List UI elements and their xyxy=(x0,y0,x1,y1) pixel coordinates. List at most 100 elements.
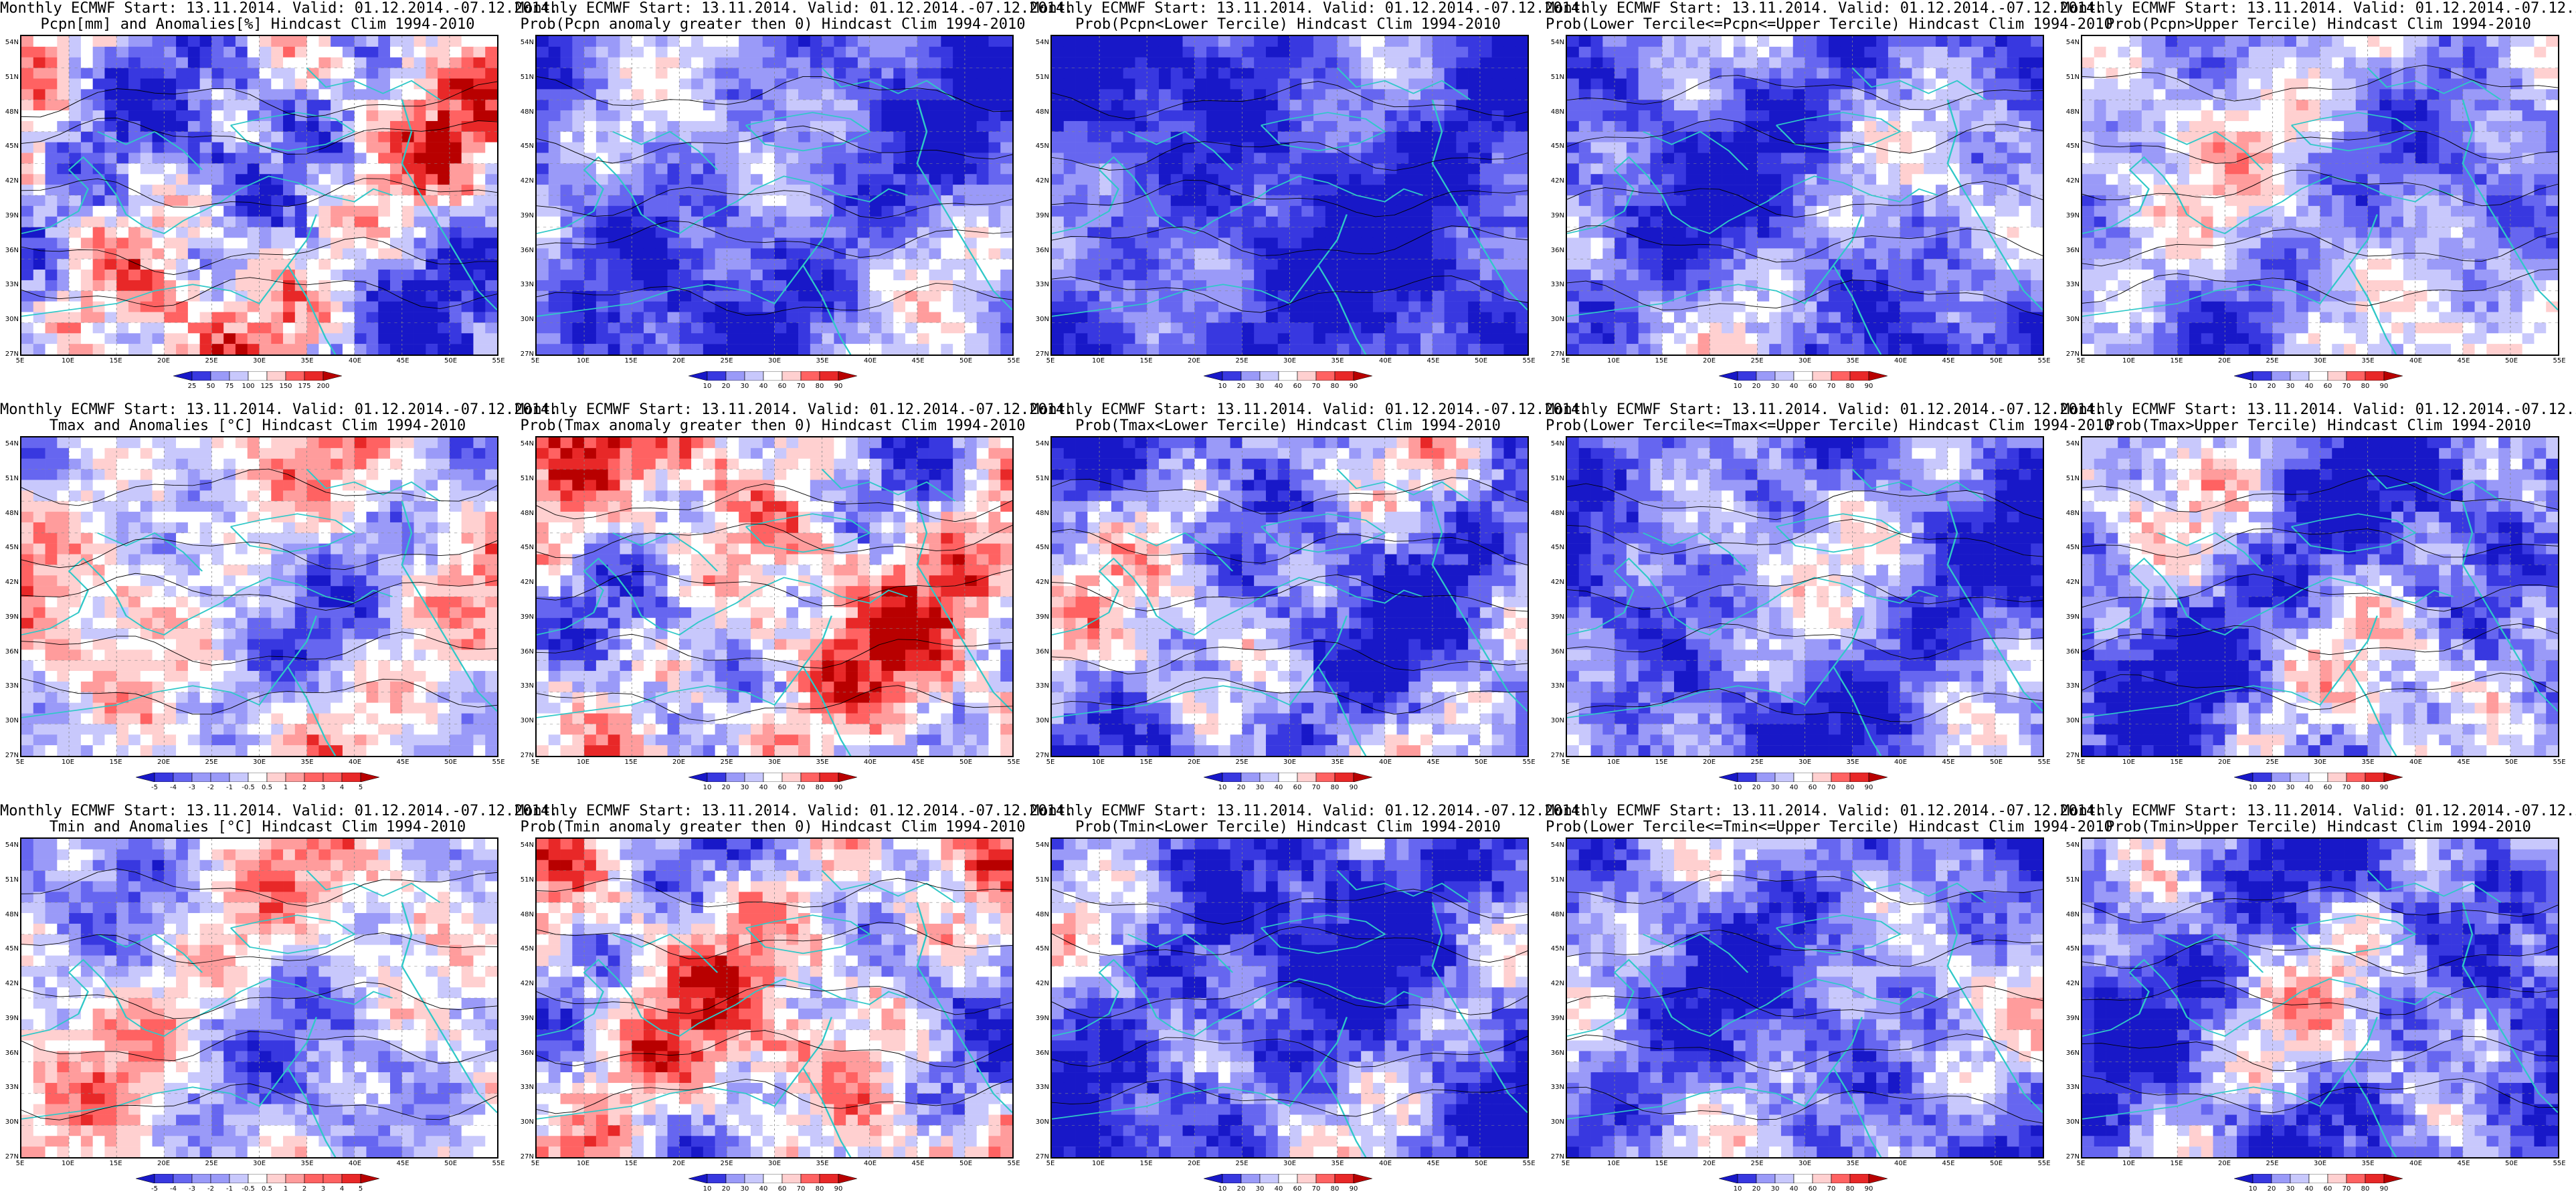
field-layer xyxy=(1567,839,2043,1157)
color-bar-label: 10 xyxy=(2248,1185,2258,1193)
color-bar-label: 10 xyxy=(2248,784,2258,791)
longitude-label: 35E xyxy=(816,759,829,766)
longitude-label: 5E xyxy=(2076,759,2086,766)
latitude-label: 51N xyxy=(1550,474,1564,482)
latitude-label: 39N xyxy=(2065,1014,2080,1022)
color-bar-label: 70 xyxy=(2342,383,2351,390)
longitude-label: 45E xyxy=(1427,759,1440,766)
latitude-label: 45N xyxy=(1035,142,1049,150)
color-bar-label: 60 xyxy=(1293,784,1302,791)
color-bar-label: 80 xyxy=(815,784,824,791)
color-bar-label: 60 xyxy=(2323,1185,2332,1193)
longitude-label: 30E xyxy=(252,1160,266,1167)
longitude-label: 55E xyxy=(2553,1160,2566,1167)
panel-title-line-2: Prob(Pcpn anomaly greater then 0) Hindca… xyxy=(520,16,1026,33)
panel-title-line-1: Monthly ECMWF Start: 13.11.2014. Valid: … xyxy=(0,0,559,17)
longitude-label: 40E xyxy=(863,759,877,766)
latitude-label: 45N xyxy=(5,142,19,150)
longitude-label: 35E xyxy=(1331,1160,1344,1167)
longitude-label: 15E xyxy=(624,357,638,365)
map-panel-p13: Monthly ECMWF Start: 13.11.2014. Valid: … xyxy=(1030,803,1588,1204)
latitude-label: 42N xyxy=(520,980,534,988)
map-panel-p11: Monthly ECMWF Start: 13.11.2014. Valid: … xyxy=(0,803,558,1204)
latitude-label: 51N xyxy=(2065,876,2080,884)
longitude-label: 30E xyxy=(2313,357,2327,365)
panel-title-line-2: Prob(Tmin<Lower Tercile) Hindcast Clim 1… xyxy=(1075,819,1501,835)
longitude-label: 55E xyxy=(2553,759,2566,766)
longitude-label: 30E xyxy=(1798,1160,1812,1167)
latitude-label: 54N xyxy=(5,440,19,447)
color-bar xyxy=(136,1174,379,1183)
latitude-label: 30N xyxy=(5,717,19,725)
latitude-label: 27N xyxy=(1550,1153,1564,1161)
color-bar-label: 80 xyxy=(1330,1185,1340,1193)
latitude-label: 51N xyxy=(1035,876,1049,884)
longitude-label: 45E xyxy=(1942,759,1955,766)
color-bar-label: 1 xyxy=(283,784,288,791)
color-bar-label: 10 xyxy=(703,1185,712,1193)
latitude-label: 33N xyxy=(2065,682,2080,690)
latitude-label: 54N xyxy=(1035,841,1049,849)
latitude-label: 33N xyxy=(5,682,19,690)
longitude-label: 10E xyxy=(61,759,75,766)
latitude-label: 39N xyxy=(1035,613,1049,621)
longitude-label: 5E xyxy=(1046,1160,1055,1167)
longitude-label: 50E xyxy=(1989,759,2003,766)
latitude-label: 48N xyxy=(5,509,19,517)
longitude-label: 5E xyxy=(531,1160,540,1167)
latitude-label: 33N xyxy=(520,281,534,289)
latitude-label: 48N xyxy=(1035,509,1049,517)
longitude-label: 35E xyxy=(2361,357,2375,365)
latitude-label: 33N xyxy=(1550,682,1564,690)
panel-title-line-1: Monthly ECMWF Start: 13.11.2014. Valid: … xyxy=(515,0,1074,17)
color-bar-label: 10 xyxy=(1218,1185,1227,1193)
latitude-label: 45N xyxy=(520,142,534,150)
color-bar xyxy=(2234,371,2403,381)
panel-title-line-2: Prob(Tmin>Upper Tercile) Hindcast Clim 1… xyxy=(2106,819,2531,835)
map-area xyxy=(2081,436,2559,757)
color-bar-label: 5 xyxy=(358,784,363,791)
color-bar-label: 80 xyxy=(2361,784,2370,791)
map-panel-p12: Monthly ECMWF Start: 13.11.2014. Valid: … xyxy=(515,803,1073,1204)
longitude-label: 25E xyxy=(1235,1160,1249,1167)
longitude-label: 10E xyxy=(1606,357,1621,365)
map-area xyxy=(1050,837,1529,1159)
longitude-label: 15E xyxy=(1139,1160,1153,1167)
map-panel-p7: Monthly ECMWF Start: 13.11.2014. Valid: … xyxy=(515,401,1073,803)
map-panel-p1: Monthly ECMWF Start: 13.11.2014. Valid: … xyxy=(0,0,559,401)
latitude-label: 36N xyxy=(520,647,534,656)
longitude-label: 25E xyxy=(1235,357,1249,365)
latitude-label: 27N xyxy=(1550,350,1564,358)
longitude-label: 50E xyxy=(1989,357,2003,365)
latitude-label: 54N xyxy=(1035,440,1049,447)
longitude-label: 5E xyxy=(2076,357,2086,365)
map-area xyxy=(535,35,1014,356)
latitude-label: 42N xyxy=(2065,980,2080,988)
longitude-label: 40E xyxy=(863,1160,877,1167)
longitude-label: 20E xyxy=(2217,357,2231,365)
latitude-label: 45N xyxy=(1035,544,1049,552)
latitude-label: 30N xyxy=(5,1118,19,1126)
latitude-label: 42N xyxy=(1550,579,1564,587)
latitude-label: 51N xyxy=(1550,73,1564,81)
longitude-label: 5E xyxy=(1561,1160,1570,1167)
color-bar-label: -2 xyxy=(207,784,214,791)
latitude-label: 27N xyxy=(1035,752,1049,759)
color-bar-label: 90 xyxy=(1864,383,1873,390)
latitude-label: 51N xyxy=(5,73,19,81)
latitude-label: 39N xyxy=(2065,211,2080,219)
panel-title-line-2: Pcpn[mm] and Anomalies[%] Hindcast Clim … xyxy=(40,16,475,33)
latitude-label: 33N xyxy=(1035,1084,1049,1092)
latitude-label: 30N xyxy=(5,316,19,324)
panel-title-line-2: Prob(Pcpn>Upper Tercile) Hindcast Clim 1… xyxy=(2106,16,2531,33)
longitude-label: 35E xyxy=(1846,357,1859,365)
longitude-label: 50E xyxy=(444,1160,458,1167)
color-bar-label: 30 xyxy=(1770,383,1780,390)
latitude-label: 54N xyxy=(1035,39,1049,46)
color-bar-label: 90 xyxy=(1349,383,1358,390)
color-bar-label: 70 xyxy=(1827,1185,1836,1193)
latitude-label: 48N xyxy=(1550,910,1564,918)
field-layer xyxy=(537,437,1012,756)
color-bar-label: 80 xyxy=(2361,383,2370,390)
longitude-label: 45E xyxy=(396,1160,409,1167)
